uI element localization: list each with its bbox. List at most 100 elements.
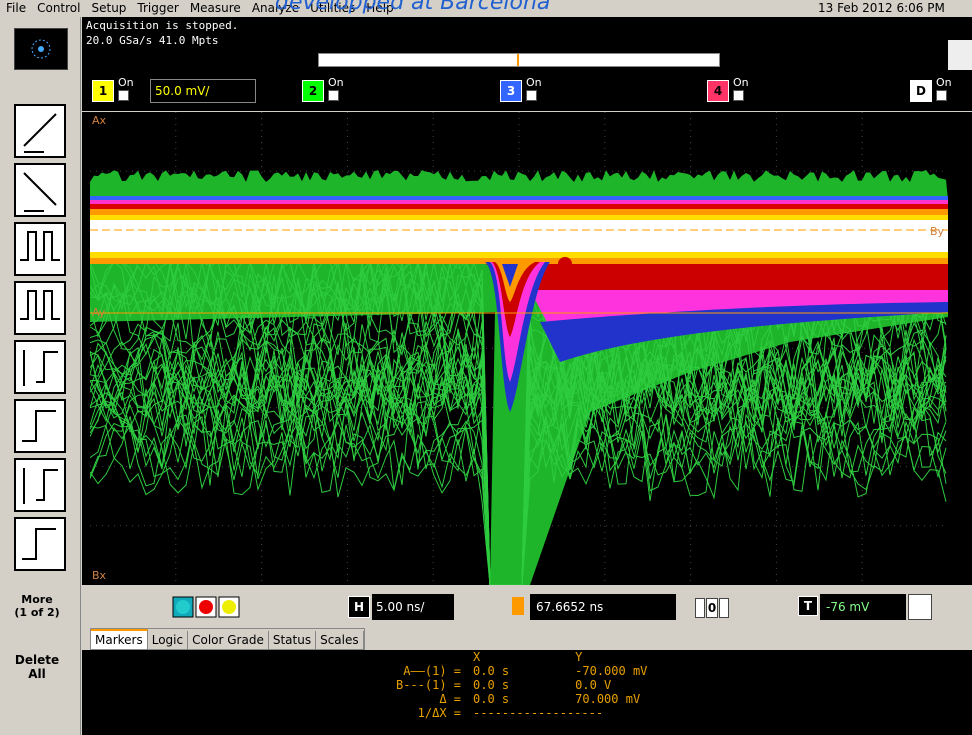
table-row: A——(1) =0.0 s-70.000 mV	[390, 664, 653, 678]
cell: 0.0 s	[467, 664, 515, 678]
banner: developped at Barcelona	[275, 0, 550, 15]
tool-icon	[16, 224, 64, 274]
bump	[558, 257, 572, 271]
spacer	[390, 650, 467, 664]
channel-checkbox[interactable]	[328, 90, 339, 101]
tool-button[interactable]	[14, 458, 66, 512]
tool-glyph	[24, 114, 56, 152]
position[interactable]: 67.6652 ns	[530, 594, 676, 620]
cell: B---(1) =	[390, 678, 467, 692]
tool-button[interactable]	[14, 104, 66, 158]
tab[interactable]: Markers	[91, 629, 148, 649]
tool-glyph	[22, 411, 56, 441]
channel-checkbox[interactable]	[733, 90, 744, 101]
channel-state: On	[118, 76, 134, 89]
trigger-icon[interactable]: T	[798, 596, 818, 616]
more-button[interactable]: More(1 of 2)	[6, 593, 68, 619]
cell: 0.0 s	[467, 678, 515, 692]
menu-item[interactable]: File	[6, 1, 26, 15]
menu-item[interactable]: Control	[37, 1, 80, 15]
channel-checkbox[interactable]	[526, 90, 537, 101]
marker-bx: Bx	[92, 569, 106, 582]
table-row: 1/ΔX =------------------	[390, 706, 653, 720]
cell: ------------------	[467, 706, 653, 720]
channel-checkbox[interactable]	[936, 90, 947, 101]
page: FileControlSetupTriggerMeasureAnalyzeUti…	[0, 0, 972, 735]
tab[interactable]: Status	[269, 631, 316, 649]
tool-button[interactable]	[14, 281, 66, 335]
tab[interactable]: Logic	[148, 631, 188, 649]
density-band	[90, 220, 948, 252]
marker-ay: Ay	[92, 306, 105, 319]
status-line: 20.0 GSa/s 41.0 Mpts	[86, 34, 218, 47]
tool-icon	[16, 342, 64, 392]
tool-icon	[16, 519, 64, 569]
tool-button[interactable]	[14, 517, 66, 571]
tool-icon	[16, 401, 64, 451]
tool-glyph	[20, 291, 60, 319]
tool-button[interactable]	[14, 222, 66, 276]
menu-item[interactable]: Setup	[91, 1, 126, 15]
delete-all-label: All	[6, 667, 68, 681]
more-label: More	[6, 593, 68, 606]
memory-bar	[318, 53, 720, 67]
tool-glyph	[24, 173, 56, 211]
channel-checkbox[interactable]	[118, 90, 129, 101]
tab[interactable]: Scales	[316, 631, 364, 649]
channel-state: On	[328, 76, 344, 89]
column-header: Y	[515, 650, 653, 664]
logo[interactable]	[14, 28, 68, 70]
density-band	[90, 200, 948, 204]
tool-icon	[16, 165, 64, 215]
trigger-ref	[512, 597, 524, 615]
density-band	[90, 215, 948, 220]
tool-icon	[16, 106, 64, 156]
cell: 0.0 s	[467, 692, 515, 706]
display-edge	[82, 112, 90, 585]
tool-button[interactable]	[14, 399, 66, 453]
cell: 70.000 mV	[515, 692, 653, 706]
status-line: Acquisition is stopped.	[86, 19, 238, 32]
tool-glyph	[22, 529, 56, 559]
cell: Δ =	[390, 692, 467, 706]
tool-glyph	[24, 468, 58, 504]
channel-number[interactable]: 4	[707, 80, 729, 102]
zoom-right[interactable]	[719, 598, 729, 618]
tool-button[interactable]	[14, 163, 66, 217]
marker-by: By	[930, 225, 944, 238]
minimize[interactable]	[948, 40, 972, 70]
channel-number[interactable]: 3	[500, 80, 522, 102]
delete-label: Delete	[6, 653, 68, 667]
tab[interactable]: Color Grade	[188, 631, 269, 649]
density-band	[90, 196, 948, 200]
zoom-left[interactable]	[695, 598, 705, 618]
channel-scale[interactable]: 50.0 mV/	[150, 79, 256, 103]
channel-state: On	[733, 76, 749, 89]
channel-number[interactable]: D	[910, 80, 932, 102]
tool-button[interactable]	[14, 340, 66, 394]
spinner[interactable]	[908, 594, 932, 620]
channel-state: On	[526, 76, 542, 89]
zoom[interactable]: 0	[706, 598, 718, 618]
time-scale[interactable]: 5.00 ns/	[372, 594, 454, 620]
color-buttons[interactable]	[172, 596, 244, 621]
menu-item[interactable]: Measure	[190, 1, 241, 15]
density-band	[90, 252, 948, 258]
tool-glyph	[24, 350, 58, 386]
channel-number[interactable]: 1	[92, 80, 114, 102]
tool-icon	[16, 460, 64, 510]
menu-item[interactable]: Trigger	[137, 1, 178, 15]
trigger-level[interactable]: -76 mV	[820, 594, 906, 620]
column-header: X	[467, 650, 515, 664]
channel-number[interactable]: 2	[302, 80, 324, 102]
datetime: 13 Feb 2012 6:06 PM	[818, 1, 945, 15]
horizontal-icon[interactable]: H	[348, 596, 370, 618]
cell: 1/ΔX =	[390, 706, 467, 720]
marker-ax: Ax	[92, 114, 106, 127]
